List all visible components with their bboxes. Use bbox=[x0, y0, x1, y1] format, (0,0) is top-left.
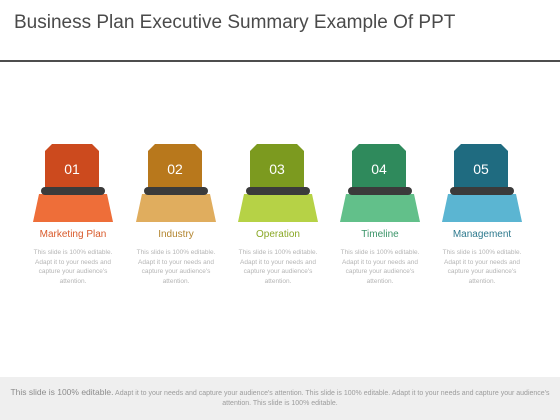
tile-base bbox=[136, 194, 216, 222]
tile-shadow bbox=[41, 187, 105, 195]
step-description: This slide is 100% editable. Adapt it to… bbox=[340, 249, 420, 285]
step-description: This slide is 100% editable. Adapt it to… bbox=[442, 249, 522, 285]
tile-shadow bbox=[348, 187, 412, 195]
step-tiles: 01 Marketing Plan This slide is 100% edita… bbox=[33, 0, 526, 300]
step-description: This slide is 100% editable. Adapt it to… bbox=[136, 249, 216, 285]
step-tile: 05 Management This slide is 100% editable.… bbox=[442, 0, 526, 300]
tile-base bbox=[340, 194, 420, 222]
title-divider bbox=[0, 60, 560, 62]
step-label: Operation bbox=[256, 229, 300, 240]
step-number: 04 bbox=[371, 161, 387, 177]
step-label: Timeline bbox=[361, 229, 399, 240]
footer-bar: This slide is 100% editable. Adapt it to… bbox=[0, 377, 560, 420]
tile-tab: 05 bbox=[454, 144, 508, 194]
tile-shadow bbox=[144, 187, 208, 195]
step-label: Marketing Plan bbox=[39, 229, 107, 240]
tile-base bbox=[33, 194, 113, 222]
step-number: 02 bbox=[167, 161, 183, 177]
tile-base bbox=[442, 194, 522, 222]
step-tile: 03 Operation This slide is 100% editable. … bbox=[238, 0, 322, 300]
footer-text: This slide is 100% editable. Adapt it to… bbox=[6, 387, 554, 409]
slide-title: Business Plan Executive Summary Example … bbox=[14, 12, 456, 33]
step-number: 03 bbox=[269, 161, 285, 177]
tile-tab: 03 bbox=[250, 144, 304, 194]
step-description: This slide is 100% editable. Adapt it to… bbox=[238, 249, 318, 285]
step-number: 01 bbox=[64, 161, 80, 177]
tile-shadow bbox=[246, 187, 310, 195]
step-description: This slide is 100% editable. Adapt it to… bbox=[33, 249, 113, 285]
footer-lead: This slide is 100% editable. bbox=[10, 387, 114, 397]
step-label: Industry bbox=[158, 229, 194, 240]
step-tile: 01 Marketing Plan This slide is 100% edita… bbox=[33, 0, 117, 300]
step-tile: 02 Industry This slide is 100% editable. A… bbox=[136, 0, 220, 300]
footer-body: Adapt it to your needs and capture your … bbox=[115, 390, 550, 407]
tile-tab: 04 bbox=[352, 144, 406, 194]
step-label: Management bbox=[452, 229, 512, 240]
tile-tab: 01 bbox=[45, 144, 99, 194]
tile-base bbox=[238, 194, 318, 222]
step-tile: 04 Timeline This slide is 100% editable. A… bbox=[340, 0, 424, 300]
tile-shadow bbox=[450, 187, 514, 195]
step-number: 05 bbox=[473, 161, 489, 177]
tile-tab: 02 bbox=[148, 144, 202, 194]
